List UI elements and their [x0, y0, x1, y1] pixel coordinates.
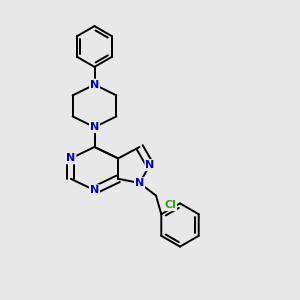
Text: N: N: [90, 185, 99, 195]
Text: Cl: Cl: [164, 200, 176, 210]
Text: N: N: [66, 153, 75, 164]
Text: N: N: [146, 160, 154, 170]
Text: N: N: [90, 122, 99, 132]
Text: N: N: [90, 80, 99, 90]
Text: N: N: [135, 178, 144, 188]
